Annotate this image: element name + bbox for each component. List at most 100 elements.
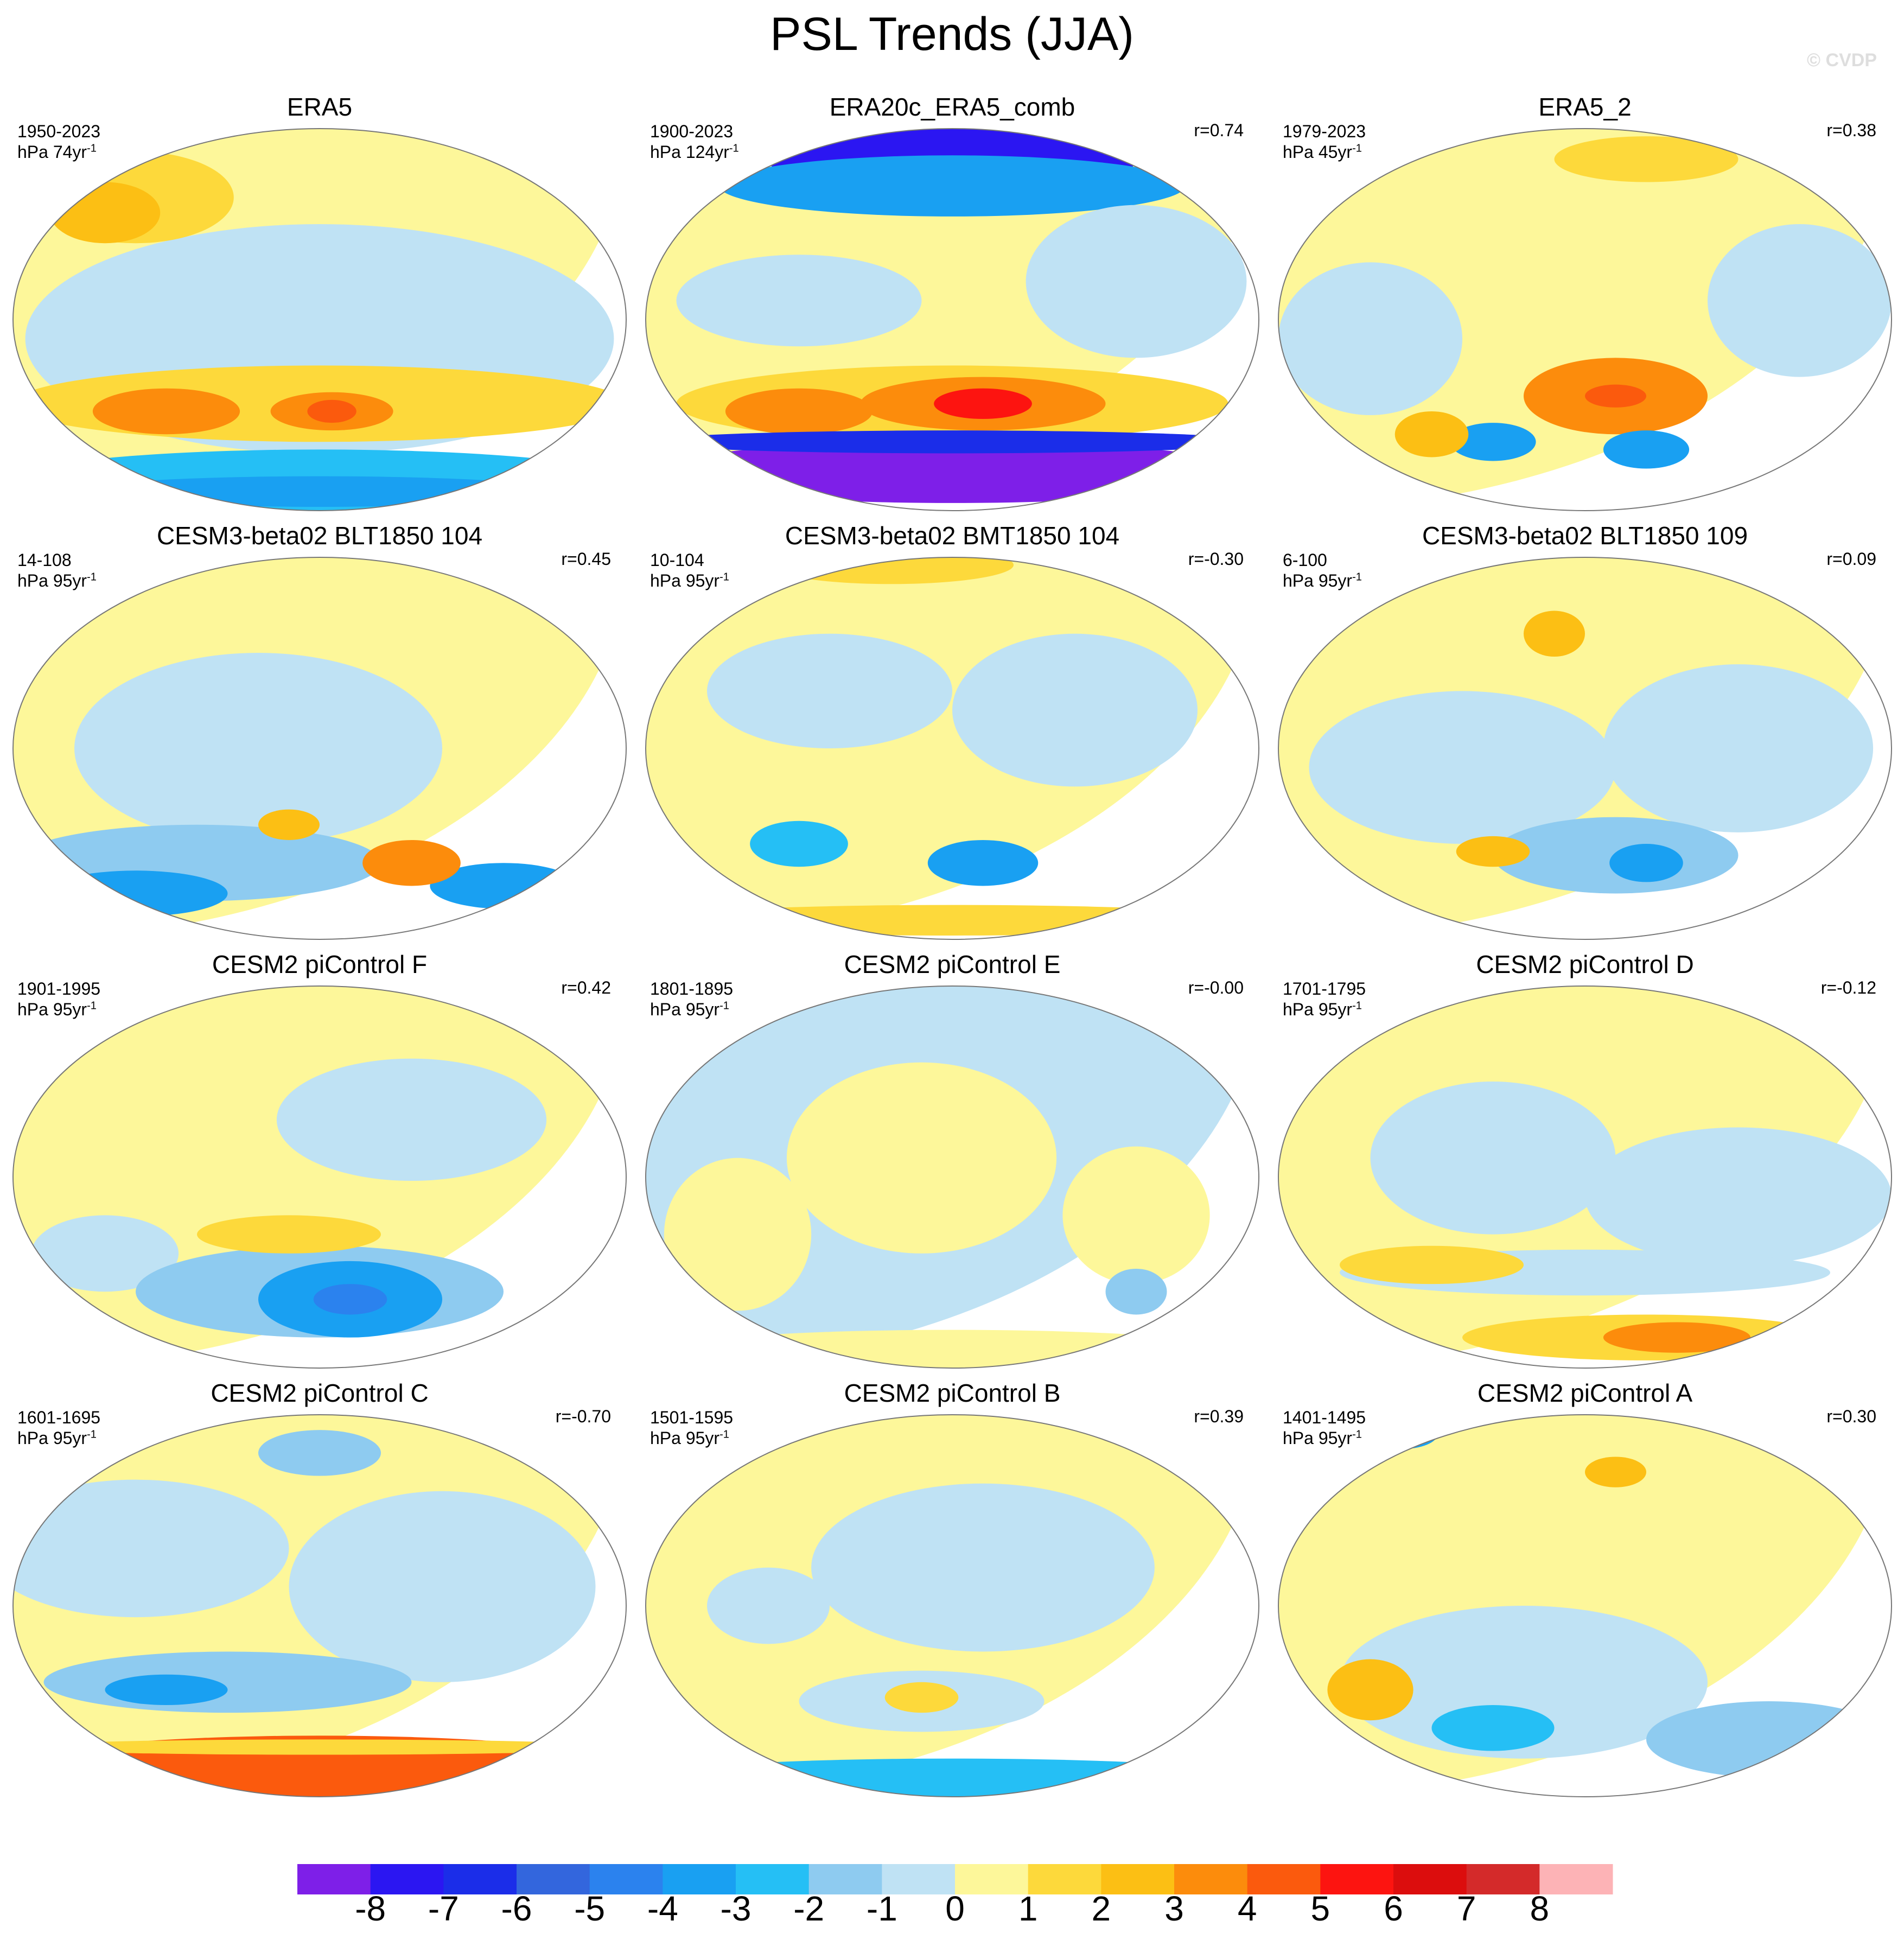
trend-region: [1105, 1268, 1167, 1315]
panel-title: CESM3-beta02 BMT1850 104: [785, 522, 1120, 550]
colorbar-tick-label: -4: [647, 1889, 678, 1928]
trend-region: [1327, 1659, 1413, 1721]
panel-units: hPa 45yr-1: [1283, 142, 1362, 162]
panel-years: 1501-1595: [650, 1408, 734, 1427]
panel-years: 6-100: [1283, 550, 1327, 570]
trend-region: [1456, 836, 1530, 867]
trend-region: [1450, 423, 1536, 461]
map-heatmap: [1278, 1414, 1892, 1797]
map-heatmap: [12, 128, 627, 511]
panel-correlation: r=0.74: [1194, 120, 1244, 140]
colorbar-tick-label: 1: [1018, 1889, 1038, 1928]
panel-units: hPa 95yr-1: [650, 571, 729, 590]
map-outline: [1278, 1414, 1892, 1797]
colorbar-tick-label: 8: [1530, 1889, 1550, 1928]
panel-units: hPa 95yr-1: [17, 571, 97, 590]
trend-region: [1340, 1606, 1708, 1759]
trend-region: [1603, 664, 1874, 832]
colorbar-tick-label: -5: [574, 1889, 606, 1928]
panel-correlation: r=-0.70: [555, 1407, 611, 1426]
trend-region: [646, 129, 1259, 511]
colorbar-tick-label: 3: [1164, 1889, 1184, 1928]
colorbar-tick-label: 4: [1237, 1889, 1257, 1928]
map-heatmap: [1278, 985, 1892, 1369]
panel-title: ERA5: [286, 93, 353, 121]
trend-region: [258, 809, 320, 840]
map-outline: [1278, 985, 1892, 1369]
trend-region: [719, 155, 1186, 217]
trend-region: [1603, 1322, 1751, 1353]
map-panel: CESM2 piControl A 1401-1495 hPa 95yr-1 r=0.…: [1273, 1378, 1897, 1797]
colorbar-swatch: [1174, 1864, 1248, 1894]
panel-years: 1901-1995: [17, 979, 101, 999]
colorbar-tick-label: -3: [720, 1889, 752, 1928]
colorbar-swatch: [1247, 1864, 1321, 1894]
map-panel: ERA5 1950-2023 hPa 74yr-1: [8, 92, 632, 511]
trend-region: [676, 255, 922, 347]
trend-region: [289, 1491, 596, 1682]
trend-region: [1278, 262, 1462, 415]
trend-region: [707, 1567, 830, 1644]
panel-correlation: r=0.30: [1826, 1407, 1876, 1426]
trend-region: [934, 388, 1032, 419]
map-panel: CESM2 piControl E 1801-1895 hPa 95yr-1 r=-0…: [640, 950, 1264, 1369]
panel-title: CESM2 piControl A: [1477, 1379, 1693, 1407]
panel-years: 1801-1895: [650, 979, 734, 999]
trend-region: [786, 1062, 1057, 1254]
trend-region: [362, 840, 461, 886]
trend-region: [646, 430, 1259, 454]
trend-region: [646, 905, 1259, 936]
panel-title: CESM2 piControl B: [844, 1379, 1061, 1407]
map-outline: [1278, 128, 1892, 511]
trend-region: [927, 840, 1039, 886]
panel-title: ERA5_2: [1538, 93, 1632, 121]
map-panel: CESM3-beta02 BMT1850 104 10-104 hPa 95yr-1…: [640, 521, 1264, 940]
panel-correlation: r=0.39: [1194, 1407, 1244, 1426]
panel-units: hPa 124yr-1: [650, 142, 739, 162]
colorbar-tick-label: 5: [1310, 1889, 1330, 1928]
map-outline: [12, 128, 627, 511]
panel-years: 1979-2023: [1283, 122, 1366, 141]
panel-title: CESM3-beta02 BLT1850 104: [156, 522, 483, 550]
map-outline: [12, 985, 627, 1369]
trend-region: [1394, 411, 1469, 457]
colorbar-tick-label: 6: [1384, 1889, 1403, 1928]
trend-region: [952, 633, 1198, 787]
figure-title: PSL Trends (JJA): [770, 8, 1134, 60]
colorbar-swatch: [1028, 1864, 1101, 1894]
panel-correlation: r=0.45: [561, 549, 611, 569]
trend-region: [1524, 610, 1585, 657]
panel-title: CESM2 piControl C: [211, 1379, 429, 1407]
panel-years: 1950-2023: [17, 122, 101, 141]
trend-region: [676, 1330, 1228, 1368]
trend-region: [197, 1215, 381, 1254]
panel-years: 1900-2023: [650, 122, 734, 141]
trend-region: [1646, 1701, 1892, 1778]
panel-years: 14-108: [17, 550, 72, 570]
watermark-logo: © CVDP: [1807, 50, 1877, 71]
map-panel: ERA5_2 1979-2023 hPa 45yr-1 r=0.38: [1273, 92, 1897, 511]
map-outline: [645, 985, 1259, 1369]
trend-region: [1340, 1245, 1524, 1284]
trend-region: [1278, 1415, 1892, 1797]
map-outline: [645, 128, 1259, 511]
panel-title: CESM3-beta02 BLT1850 109: [1422, 522, 1748, 550]
panel-units: hPa 74yr-1: [17, 142, 97, 162]
map-heatmap: [1278, 128, 1892, 511]
trend-region: [31, 1215, 179, 1292]
colorbar-tick-label: -1: [866, 1889, 897, 1928]
colorbar-tick-label: 7: [1456, 1889, 1476, 1928]
colorbar-tick-label: 2: [1091, 1889, 1111, 1928]
panel-units: hPa 95yr-1: [1283, 1428, 1362, 1448]
panel-correlation: r=-0.30: [1188, 549, 1244, 569]
panel-units: hPa 95yr-1: [17, 1428, 97, 1448]
panel-years: 1601-1695: [17, 1408, 101, 1427]
trend-region: [13, 1479, 289, 1618]
colorbar-swatch: [1393, 1864, 1467, 1894]
map-panel: CESM2 piControl F 1901-1995 hPa 95yr-1 r=0.…: [8, 950, 632, 1369]
panel-title: CESM2 piControl F: [212, 950, 428, 978]
colorbar-tick-label: -2: [793, 1889, 825, 1928]
panel-correlation: r=0.09: [1826, 549, 1876, 569]
trend-region: [43, 870, 228, 917]
map-panel: CESM2 piControl C 1601-1695 hPa 95yr-1 r=-0…: [8, 1378, 632, 1797]
